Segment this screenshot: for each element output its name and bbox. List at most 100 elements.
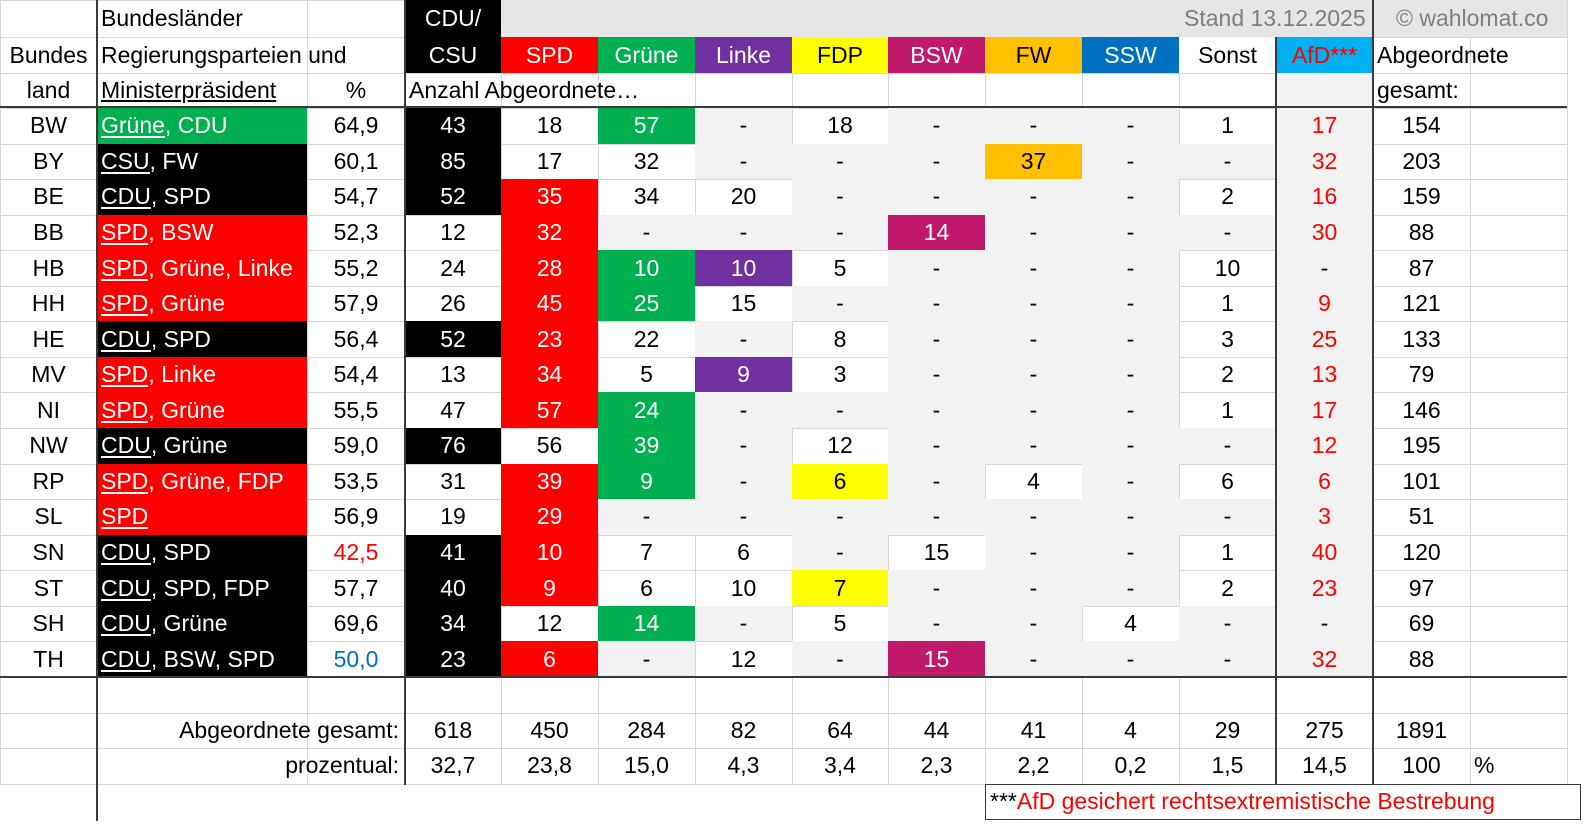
seats: 14 [888, 214, 985, 251]
seats: 25 [598, 285, 695, 322]
party-header: Linke [695, 37, 792, 73]
seats: - [1276, 605, 1373, 642]
seats: 10 [730, 574, 757, 601]
seats: - [792, 179, 888, 215]
seats: 52 [405, 179, 501, 215]
header-government: Bundesländer [101, 5, 243, 31]
seats: 15 [888, 641, 985, 677]
percent: 55,5 [333, 396, 379, 423]
seats: 32 [1311, 147, 1338, 174]
seats: - [792, 534, 888, 571]
totals-label: Abgeordnete gesamt: [179, 716, 399, 743]
percent: 55,2 [333, 254, 379, 281]
seats: - [1082, 428, 1179, 464]
grid-line [0, 285, 1567, 287]
government: CDU, BSW, SPD [101, 645, 275, 672]
total: 88 [1408, 218, 1435, 245]
seats: 5 [833, 610, 847, 637]
grid-line [0, 179, 1567, 181]
seats: 2 [1221, 361, 1234, 388]
seats: - [598, 641, 695, 677]
seats: - [985, 108, 1082, 144]
seats: 6 [792, 463, 888, 500]
government: CDU, Grüne [101, 432, 228, 459]
header-land: land [26, 77, 71, 103]
government-cell: SPD, BSW [97, 214, 307, 251]
party-header: SSW [1082, 37, 1179, 73]
footnote: *** AfD gesichert rechtsextremistische Be… [985, 783, 1581, 820]
seats: 57 [501, 392, 598, 429]
seats: 23 [501, 321, 598, 357]
seats: 31 [440, 467, 466, 494]
government: SPD, BSW [101, 218, 214, 245]
header-government: Ministerpräsident [101, 77, 277, 103]
seats: - [1082, 321, 1179, 357]
land: SH [32, 610, 65, 637]
seats: - [695, 143, 792, 180]
seats: 1 [1221, 112, 1234, 139]
government-cell: CDU, BSW, SPD [97, 641, 307, 677]
underline [101, 314, 149, 317]
seats: - [792, 285, 888, 322]
seats: 17 [536, 147, 563, 174]
land: HH [31, 290, 66, 317]
seats: - [888, 570, 985, 606]
seats: - [888, 179, 985, 215]
percent: 56,4 [333, 325, 379, 352]
seats: 30 [1311, 218, 1338, 245]
percent: 57,9 [333, 290, 379, 317]
government: CSU, FW [101, 147, 199, 174]
shares-total: 100 [1402, 752, 1441, 779]
percent: 42,5 [333, 538, 379, 565]
party-header: SPD [501, 37, 598, 73]
land: RP [32, 467, 65, 494]
party-header: Grüne [598, 37, 695, 73]
seats: - [1082, 214, 1179, 251]
rule [0, 675, 1567, 678]
seats: - [985, 214, 1082, 251]
percent: 54,7 [333, 183, 379, 210]
header-percent: % [345, 77, 367, 103]
seats: 34 [501, 356, 598, 393]
government-cell: SPD, Grüne, FDP [97, 463, 307, 500]
seats: 7 [640, 538, 653, 565]
stand: Stand 13.12.2025 [1184, 5, 1366, 31]
seats: 32 [501, 214, 598, 251]
seats: 40 [405, 570, 501, 606]
totals-value: 29 [1214, 716, 1241, 743]
seats: 18 [827, 112, 853, 139]
seats: 15 [923, 538, 950, 565]
seats: 5 [833, 254, 847, 281]
party-header: FW [985, 37, 1082, 73]
seats: - [792, 214, 888, 251]
seats: - [1082, 108, 1179, 144]
totals-value: 64 [827, 716, 853, 743]
percent: 53,5 [333, 467, 379, 494]
seats: 16 [1311, 183, 1338, 210]
government: SPD, Linke [101, 361, 217, 388]
seats: 1 [1221, 538, 1234, 565]
shares-value: 4,3 [727, 752, 760, 779]
seats: 43 [405, 108, 501, 144]
seats: - [888, 356, 985, 393]
land: HB [32, 254, 65, 281]
percent: 60,1 [333, 147, 379, 174]
underline [101, 242, 149, 245]
total: 69 [1408, 610, 1435, 637]
seats: - [695, 428, 792, 464]
underline [101, 385, 149, 388]
seats: 32 [1311, 645, 1338, 672]
shares-value: 2,3 [920, 752, 953, 779]
total: 87 [1408, 254, 1435, 281]
percent: 54,4 [333, 361, 379, 388]
seats: 1 [1221, 396, 1234, 423]
seats: - [1179, 143, 1276, 180]
seats: - [1179, 428, 1276, 464]
land: BB [33, 218, 64, 245]
seats: 12 [730, 645, 757, 672]
seats: 2 [1221, 574, 1234, 601]
shares-value: 15,0 [624, 752, 669, 779]
seats: 24 [598, 392, 695, 429]
seats: - [1082, 534, 1179, 571]
